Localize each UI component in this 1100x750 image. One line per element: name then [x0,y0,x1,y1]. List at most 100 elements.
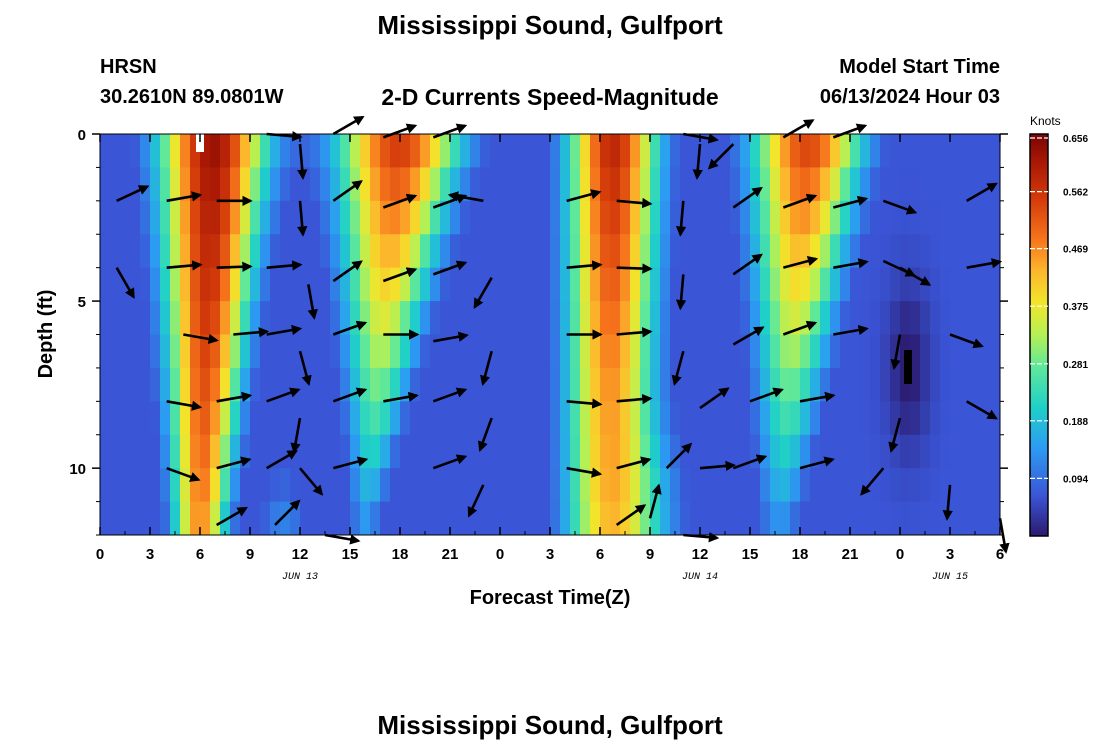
heatmap-cell [840,134,851,169]
heatmap-cell [840,334,851,369]
heatmap-cell [620,468,631,503]
heatmap-cell [320,468,331,503]
heatmap-cell [310,334,321,369]
heatmap-cell [640,434,651,469]
heatmap-cell [830,434,841,469]
heatmap-cell [520,234,531,269]
heatmap-cell [290,234,301,269]
heatmap-cell [170,334,181,369]
heatmap-cell [240,301,251,336]
y-tick-label: 10 [69,461,86,478]
heatmap-cell [670,234,681,269]
heatmap-cell [890,501,901,535]
heatmap-cell [230,367,241,402]
heatmap-cell [680,468,691,503]
current-vector [324,533,361,545]
heatmap-cell [710,167,721,202]
heatmap-cell [780,501,791,535]
heatmap-cell [710,234,721,269]
heatmap-cell [750,367,761,402]
heatmap-cell [170,234,181,269]
heatmap-cell [300,267,311,302]
heatmap-cell [680,367,691,402]
heatmap-cell [240,501,251,535]
heatmap-cell [700,401,711,436]
heatmap-cell [680,301,691,336]
heatmap-cell [250,501,261,535]
colorbar-tick-label: 0.656 [1063,134,1088,145]
heatmap-cell [740,367,751,402]
heatmap-cell [640,167,651,202]
heatmap-cell [790,234,801,269]
heatmap-cell [170,434,181,469]
heatmap-cell [680,234,691,269]
heatmap-cell [600,301,611,336]
heatmap-cell [200,501,211,535]
heatmap-cell [910,301,921,336]
heatmap-cell [220,234,231,269]
heatmap-cell [740,468,751,503]
heatmap-cell [490,367,501,402]
x-tick-label: 12 [692,546,709,563]
heatmap-cell [630,468,641,503]
heatmap-cell [880,334,891,369]
heatmap-cell [630,334,641,369]
heatmap-cell [210,367,221,402]
current-vector [332,320,368,336]
heatmap-cell [820,468,831,503]
y-axis-label: Depth (ft) [35,290,57,379]
heatmap-cell [450,501,461,535]
heatmap-cell [360,501,371,535]
heatmap-cell [670,401,681,436]
heatmap-cell [650,267,661,302]
heatmap-cell [430,367,441,402]
heatmap-cell [920,501,931,535]
heatmap-cell [120,301,131,336]
heatmap-cell [190,367,201,402]
heatmap-cell [350,234,361,269]
current-vector [116,185,150,203]
heatmap-cell [360,434,371,469]
heatmap-cell [830,134,841,169]
heatmap-cell [180,468,191,503]
heatmap-cell [510,301,521,336]
heatmap-cell [250,267,261,302]
heatmap-cell [450,401,461,436]
current-vector [833,324,869,336]
heatmap-cell [110,134,121,169]
current-vector [732,326,765,346]
current-vector [382,267,418,283]
heatmap-cell [720,367,731,402]
current-vector [782,193,818,209]
heatmap-cell [580,200,591,235]
heatmap-cell [700,167,711,202]
heatmap-cell [670,167,681,202]
heatmap-cell [530,134,541,169]
heatmap-cell [340,134,351,169]
heatmap-cell [510,234,521,269]
heatmap-cell [690,134,701,169]
heatmap-cell [250,401,261,436]
heatmap-cell [150,434,161,469]
heatmap-cell [440,401,451,436]
heatmap-cell [570,501,581,535]
heatmap-cell [690,401,701,436]
heatmap-cell [970,367,981,402]
heatmap-cell [100,468,111,503]
heatmap-cell [310,267,321,302]
heatmap-cell [590,167,601,202]
heatmap-cell [360,401,371,436]
heatmap-cell [810,134,821,169]
heatmap-cell [430,200,441,235]
heatmap-cell [840,468,851,503]
heatmap-cell [460,267,471,302]
heatmap-cell [190,401,201,436]
heatmap-cell [790,468,801,503]
heatmap-cell [210,301,221,336]
heatmap-cell [840,367,851,402]
heatmap-cell [850,167,861,202]
heatmap-cell [770,434,781,469]
heatmap-cell [790,200,801,235]
heatmap-cell [150,301,161,336]
heatmap-cell [980,367,991,402]
